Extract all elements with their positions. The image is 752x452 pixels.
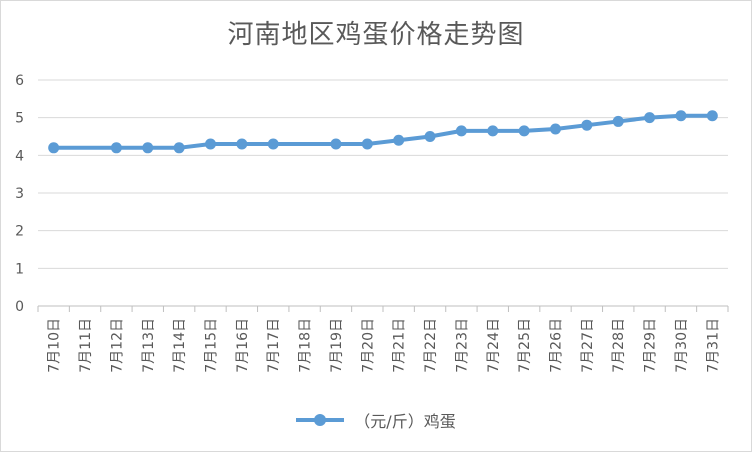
- x-tick-label: 7月19日: [329, 318, 345, 373]
- y-tick-label: 0: [15, 299, 24, 315]
- x-tick-label: 7月25日: [517, 318, 533, 373]
- x-tick-label: 7月11日: [78, 318, 94, 373]
- y-tick-label: 1: [15, 261, 24, 277]
- x-tick-label: 7月13日: [141, 318, 157, 373]
- data-point: [330, 138, 342, 150]
- x-tick-label: 7月14日: [172, 318, 188, 373]
- data-point: [393, 134, 405, 146]
- x-tick-label: 7月24日: [486, 318, 502, 373]
- legend: （元/斤）鸡蛋: [0, 408, 752, 432]
- x-tick-label: 7月12日: [109, 318, 125, 373]
- x-tick-label: 7月20日: [360, 318, 376, 373]
- legend-line-marker-icon: [296, 414, 345, 426]
- x-tick-label: 7月26日: [549, 318, 565, 373]
- data-point: [361, 138, 373, 150]
- y-tick-label: 5: [15, 111, 24, 127]
- data-point: [455, 125, 467, 137]
- x-tick-label: 7月22日: [423, 318, 439, 373]
- y-tick-label: 3: [15, 186, 24, 202]
- data-point: [173, 142, 185, 154]
- data-point: [110, 142, 122, 154]
- x-tick-label: 7月30日: [674, 318, 690, 373]
- x-tick-label: 7月21日: [392, 318, 408, 373]
- chart-title: 河南地区鸡蛋价格走势图: [227, 20, 525, 50]
- x-tick-label: 7月23日: [454, 318, 470, 373]
- legend-label: （元/斤）鸡蛋: [354, 412, 456, 431]
- y-tick-label: 2: [15, 224, 24, 240]
- x-tick-label: 7月10日: [47, 318, 63, 373]
- x-tick-label: 7月16日: [235, 318, 251, 373]
- x-tick-label: 7月15日: [204, 318, 220, 373]
- data-point: [581, 119, 593, 131]
- data-point: [205, 138, 216, 150]
- x-tick-label: 7月29日: [643, 318, 659, 373]
- data-point: [487, 125, 499, 137]
- y-tick-label: 6: [15, 73, 24, 89]
- data-point: [675, 110, 687, 122]
- data-point: [706, 110, 718, 122]
- x-tick-label: 7月27日: [580, 318, 596, 373]
- data-point: [518, 125, 530, 137]
- x-tick-label: 7月28日: [611, 318, 627, 373]
- data-point: [142, 142, 154, 154]
- data-point: [550, 123, 561, 135]
- data-point: [48, 142, 60, 154]
- x-tick-label: 7月31日: [705, 318, 721, 373]
- data-point: [424, 131, 436, 142]
- x-tick-label: 7月18日: [298, 318, 314, 373]
- data-point: [612, 115, 624, 127]
- data-point: [236, 138, 248, 150]
- y-tick-label: 4: [15, 148, 24, 164]
- data-point: [644, 112, 656, 124]
- data-point: [267, 138, 279, 150]
- x-tick-label: 7月17日: [266, 318, 282, 373]
